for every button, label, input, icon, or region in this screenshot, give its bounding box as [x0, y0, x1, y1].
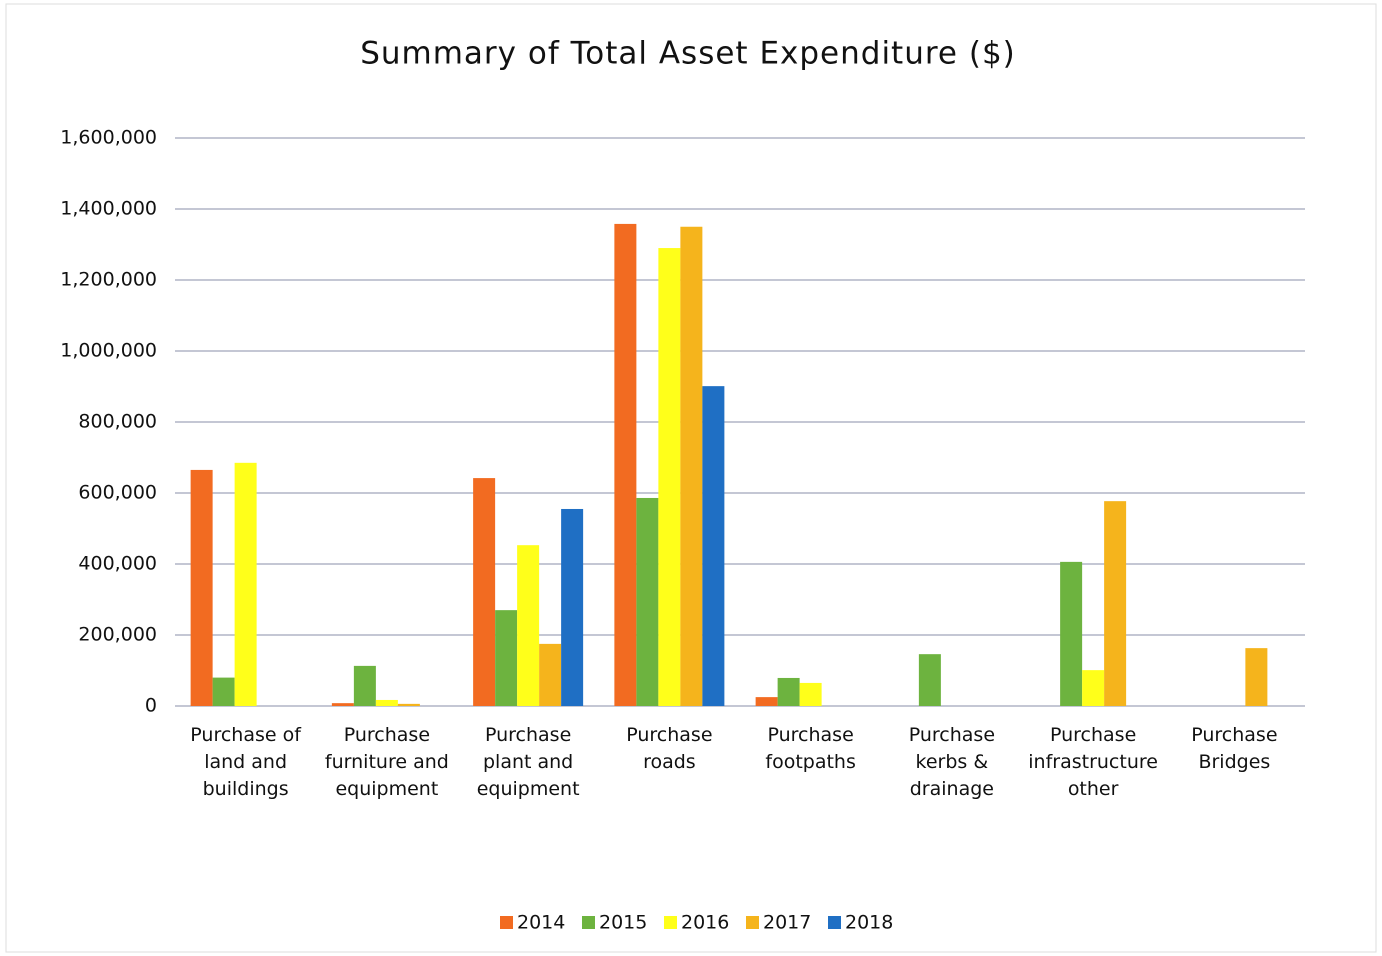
bar — [1245, 648, 1268, 706]
bar — [1104, 501, 1127, 706]
bar — [190, 469, 213, 706]
bar — [561, 508, 584, 706]
legend-label: 2018 — [845, 912, 893, 934]
legend-label: 2015 — [599, 912, 647, 934]
legend-swatch — [746, 916, 759, 929]
y-tick-label: 1,600,000 — [60, 127, 157, 149]
legend-swatch — [828, 916, 841, 929]
x-tick-label: Purchase of land and buildings — [190, 724, 301, 800]
bar — [212, 677, 235, 706]
legend-swatch — [664, 916, 677, 929]
bar — [473, 478, 496, 706]
y-tick-label: 800,000 — [78, 411, 157, 433]
bar — [1060, 561, 1083, 706]
bar — [375, 699, 398, 706]
y-tick-label: 1,000,000 — [60, 340, 157, 362]
bar — [353, 665, 376, 706]
legend-swatch — [500, 916, 513, 929]
y-tick-label: 0 — [145, 695, 157, 717]
bar — [517, 545, 540, 706]
bar — [539, 643, 562, 706]
bar — [1082, 670, 1105, 706]
x-tick-label: Purchase furniture and equipment — [324, 724, 449, 800]
bar — [636, 497, 659, 706]
chart-border — [5, 3, 1377, 953]
bar — [495, 610, 518, 706]
bar — [234, 462, 257, 706]
legend-label: 2014 — [517, 912, 565, 934]
legend-label: 2017 — [763, 912, 811, 934]
y-tick-label: 1,400,000 — [60, 198, 157, 220]
bar — [658, 248, 681, 707]
bar — [777, 677, 800, 706]
legend-label: 2016 — [681, 912, 729, 934]
bar — [702, 386, 725, 706]
x-tick-label: Purchase infrastructure other — [1028, 724, 1158, 800]
y-tick-label: 1,200,000 — [60, 269, 157, 291]
x-tick-label: Purchase footpaths — [765, 724, 856, 773]
bar — [614, 223, 637, 706]
bar — [680, 226, 703, 706]
bar — [918, 654, 941, 706]
legend-swatch — [582, 916, 595, 929]
bar — [799, 682, 822, 706]
y-tick-label: 200,000 — [78, 624, 157, 646]
x-tick-label: Purchase roads — [626, 724, 713, 773]
x-tick-label: Purchase kerbs & drainage — [908, 724, 996, 800]
chart-title: Summary of Total Asset Expenditure ($) — [360, 36, 1016, 72]
bar — [755, 697, 778, 706]
bar — [331, 703, 354, 706]
x-tick-label: Purchase plant and equipment — [476, 724, 580, 800]
y-tick-label: 400,000 — [78, 553, 157, 575]
y-tick-label: 600,000 — [78, 482, 157, 504]
x-tick-label: Purchase Bridges — [1191, 724, 1278, 773]
bar — [397, 703, 420, 706]
